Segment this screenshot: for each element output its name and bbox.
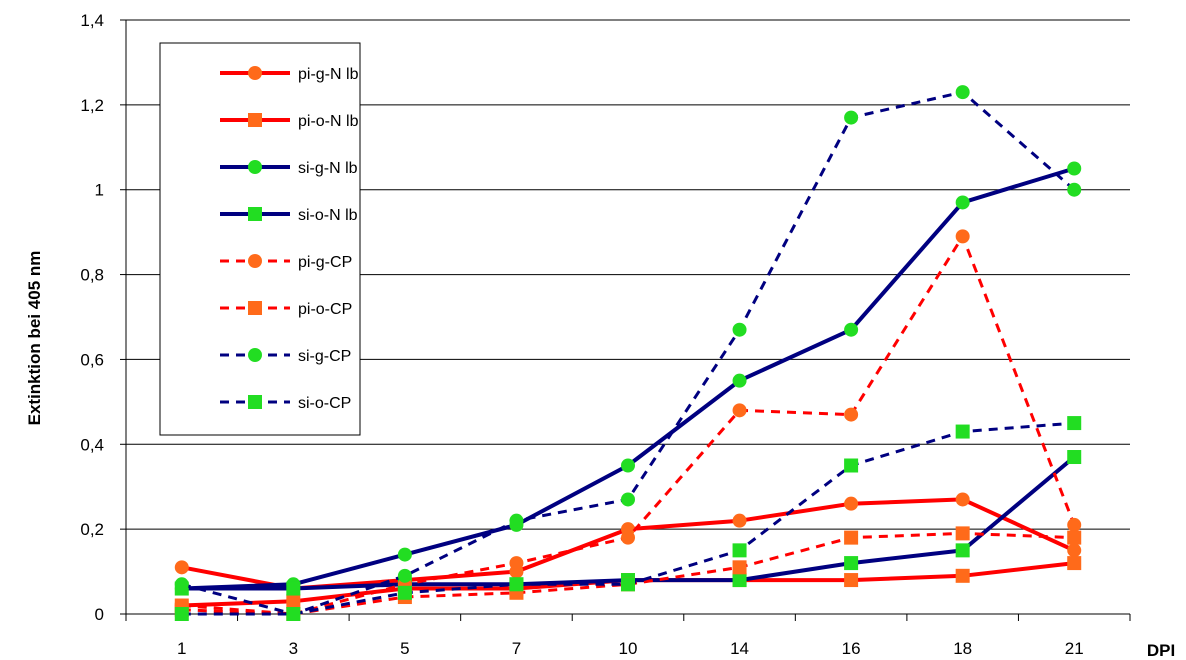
data-point xyxy=(955,526,970,541)
legend-item: si-o-N lb xyxy=(220,207,358,224)
legend-marker xyxy=(248,207,262,221)
data-point xyxy=(1067,182,1082,197)
x-tick-label: 3 xyxy=(289,639,298,658)
data-point xyxy=(1067,161,1082,176)
legend-item: si-g-N lb xyxy=(220,160,358,177)
y-tick-label: 0,2 xyxy=(80,520,104,539)
data-point xyxy=(621,577,635,592)
legend-marker xyxy=(248,254,262,268)
y-tick-label: 0,4 xyxy=(80,435,104,454)
data-point xyxy=(844,110,859,125)
data-point xyxy=(844,458,859,473)
data-point xyxy=(174,577,189,592)
x-tick-label: 16 xyxy=(842,639,861,658)
data-point xyxy=(732,403,747,418)
x-axis-label: DPI xyxy=(1147,641,1175,660)
y-tick-label: 1,2 xyxy=(80,96,104,115)
x-tick-label: 18 xyxy=(953,639,972,658)
data-point xyxy=(955,568,970,583)
legend-label: pi-o-CP xyxy=(298,301,352,318)
data-point xyxy=(955,543,970,558)
series-si-o-CP xyxy=(174,416,1082,621)
legend-label: si-o-N lb xyxy=(298,207,358,224)
data-point xyxy=(732,560,747,575)
data-point xyxy=(509,513,524,528)
data-point xyxy=(844,496,859,511)
data-point xyxy=(732,373,747,388)
x-tick-label: 21 xyxy=(1065,639,1084,658)
legend-label: pi-g-N lb xyxy=(298,66,359,83)
legend-marker xyxy=(248,66,262,80)
y-tick-label: 1 xyxy=(95,181,104,200)
data-point xyxy=(955,424,970,439)
data-point xyxy=(286,581,301,596)
data-point xyxy=(1067,530,1082,545)
legend-marker xyxy=(248,301,262,315)
legend-label: pi-o-N lb xyxy=(298,113,359,130)
data-point xyxy=(1067,556,1082,571)
legend-item: pi-o-N lb xyxy=(220,113,359,130)
legend-label: pi-g-CP xyxy=(298,254,352,271)
data-point xyxy=(621,458,635,473)
series-si-g-CP xyxy=(174,85,1082,621)
series-group xyxy=(174,85,1082,621)
data-point xyxy=(1067,450,1082,465)
data-point xyxy=(844,556,859,571)
legend-label: si-g-CP xyxy=(298,348,351,365)
x-tick-labels: 1 3 5 7 10 14 16 18 21 xyxy=(177,639,1084,658)
data-point xyxy=(286,607,301,621)
y-tick-label: 0 xyxy=(95,605,104,624)
legend-marker xyxy=(248,160,262,174)
legend-item: pi-o-CP xyxy=(220,301,352,318)
data-point xyxy=(844,322,859,337)
x-tick-label: 14 xyxy=(730,639,749,658)
data-point xyxy=(732,322,747,337)
legend-item: si-o-CP xyxy=(220,395,351,412)
data-point xyxy=(1067,517,1082,532)
data-point xyxy=(955,492,970,507)
data-point xyxy=(1067,416,1082,431)
y-tick-label: 0,6 xyxy=(80,350,104,369)
legend-item: si-g-CP xyxy=(220,348,351,365)
legend-label: si-o-CP xyxy=(298,395,351,412)
data-point xyxy=(509,556,524,571)
x-tick-label: 1 xyxy=(177,639,186,658)
x-tick-label: 5 xyxy=(400,639,409,658)
x-tick-label: 7 xyxy=(512,639,521,658)
legend-item: pi-g-N lb xyxy=(220,66,359,83)
data-point xyxy=(844,573,859,588)
data-point xyxy=(955,195,970,210)
legend-marker xyxy=(248,395,262,409)
data-point xyxy=(1067,543,1082,558)
data-point xyxy=(955,85,970,100)
data-point xyxy=(621,492,635,507)
legend-item: pi-g-CP xyxy=(220,254,352,271)
data-point xyxy=(844,407,859,422)
data-point xyxy=(174,560,189,575)
y-tick-label: 0,8 xyxy=(80,266,104,285)
y-tick-labels: 0 0,2 0,4 0,6 0,8 1 1,2 1,4 xyxy=(80,11,104,624)
legend: pi-g-N lb pi-o-N lb si-g-N lb si-o-N lb pi-g… xyxy=(159,42,361,436)
y-tick-label: 1,4 xyxy=(80,11,104,30)
data-point xyxy=(955,229,970,244)
legend-box xyxy=(159,42,361,436)
y-axis-label: Extinktion bei 405 nm xyxy=(25,251,44,426)
data-point xyxy=(397,568,412,583)
data-point xyxy=(621,530,635,545)
data-point xyxy=(174,607,189,621)
data-point xyxy=(732,543,747,558)
data-point xyxy=(397,547,412,562)
data-point xyxy=(397,585,412,600)
data-point xyxy=(286,594,301,609)
legend-label: si-g-N lb xyxy=(298,160,358,177)
data-point xyxy=(509,577,524,592)
x-tick-label: 10 xyxy=(619,639,638,658)
legend-marker xyxy=(248,113,262,127)
data-point xyxy=(732,513,747,528)
legend-marker xyxy=(248,348,262,362)
data-point xyxy=(844,530,859,545)
data-point xyxy=(732,573,747,588)
